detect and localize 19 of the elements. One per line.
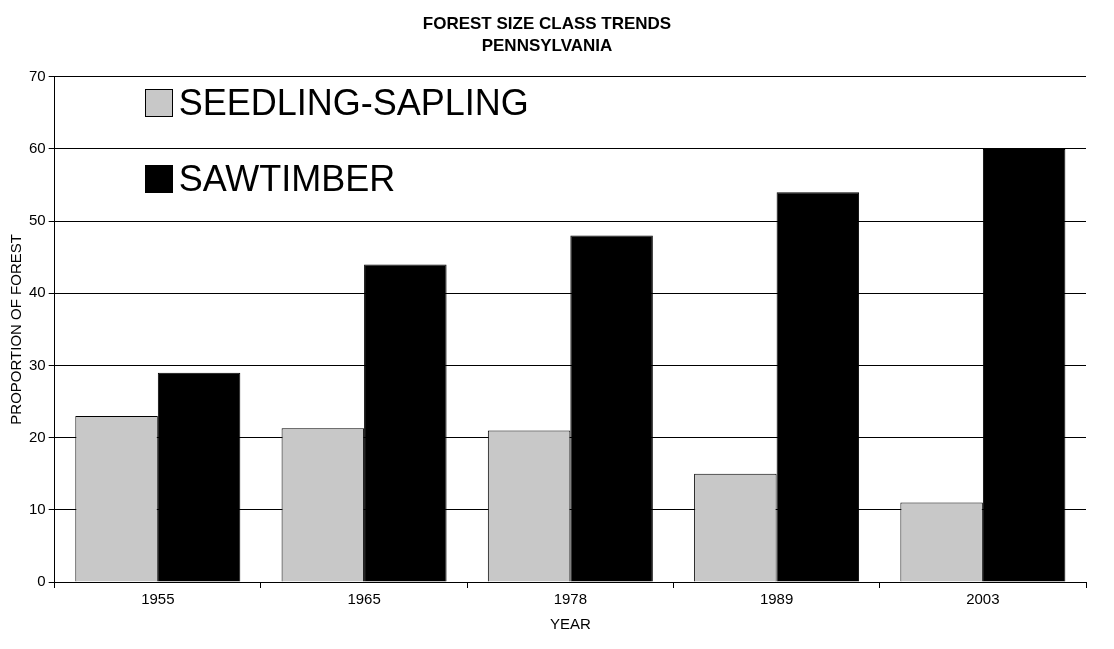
x-tick-label: 2003 bbox=[966, 590, 1000, 608]
y-tick-label: 50 bbox=[29, 211, 46, 229]
legend-label: SEEDLING-SAPLING bbox=[178, 80, 529, 125]
y-tick-label: 20 bbox=[29, 427, 46, 445]
y-tick-label: 40 bbox=[29, 283, 46, 301]
chart-subtitle: PENNSYLVANIA bbox=[481, 36, 613, 56]
y-tick-label: 0 bbox=[37, 572, 46, 590]
chart-title: FOREST SIZE CLASS TRENDS bbox=[422, 13, 672, 33]
y-tick-label: 70 bbox=[29, 66, 46, 84]
x-tick-label: 1955 bbox=[141, 590, 175, 608]
x-tick-label: 1965 bbox=[347, 590, 381, 608]
x-axis-title: YEAR bbox=[549, 615, 591, 633]
y-tick-label: 30 bbox=[29, 355, 46, 373]
y-tick-label: 10 bbox=[29, 499, 46, 517]
x-tick-label: 1989 bbox=[759, 590, 794, 608]
x-tick-label: 1978 bbox=[553, 590, 588, 608]
legend-label: SAWTIMBER bbox=[178, 156, 396, 201]
y-axis-title: PROPORTION OF FOREST bbox=[7, 234, 25, 425]
y-tick-label: 60 bbox=[29, 139, 46, 157]
